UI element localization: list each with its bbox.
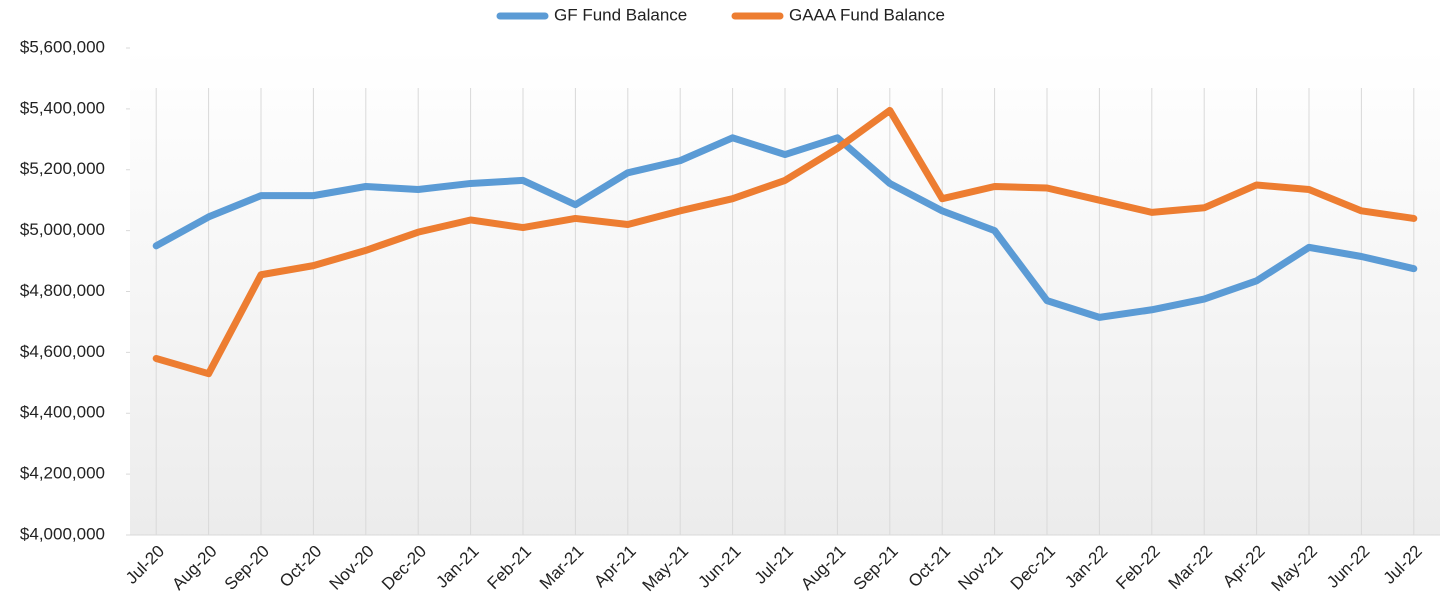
x-tick-label: Dec-20 — [378, 542, 430, 594]
legend-label: GF Fund Balance — [554, 5, 687, 24]
x-tick-label: Jun-22 — [1323, 542, 1373, 592]
x-tick-label: May-22 — [1267, 542, 1321, 596]
y-tick-label: $5,200,000 — [20, 159, 105, 178]
series-line — [152, 106, 1418, 378]
x-tick-label: Nov-21 — [954, 542, 1006, 594]
x-tick-label: Sep-20 — [221, 542, 273, 594]
x-tick-label: Apr-22 — [1219, 542, 1269, 592]
x-tick-label: Jun-21 — [694, 542, 744, 592]
y-tick-label: $4,600,000 — [20, 342, 105, 361]
x-tick-label: Aug-21 — [797, 542, 849, 594]
y-tick-label: $4,400,000 — [20, 403, 105, 422]
y-tick-label: $5,400,000 — [20, 98, 105, 117]
legend-label: GAAA Fund Balance — [789, 5, 945, 24]
x-tick-label: Jan-21 — [432, 542, 482, 592]
x-tick-label: Aug-20 — [168, 542, 220, 594]
x-tick-label: Sep-21 — [850, 542, 902, 594]
x-tick-label: Nov-20 — [326, 542, 378, 594]
x-tick-label: Apr-21 — [590, 542, 640, 592]
x-tick-label: Jul-21 — [751, 542, 797, 588]
y-tick-label: $5,000,000 — [20, 220, 105, 239]
y-tick-label: $4,200,000 — [20, 464, 105, 483]
x-tick-label: Jul-22 — [1380, 542, 1426, 588]
x-tick-label: May-21 — [639, 542, 693, 596]
x-tick-label: Dec-21 — [1007, 542, 1059, 594]
x-tick-label: Feb-21 — [483, 542, 535, 594]
x-tick-label: Oct-21 — [905, 542, 955, 592]
y-tick-label: $4,000,000 — [20, 524, 105, 543]
x-tick-label: Jul-20 — [122, 542, 168, 588]
y-tick-label: $4,800,000 — [20, 281, 105, 300]
y-tick-label: $5,600,000 — [20, 37, 105, 56]
x-tick-label: Mar-21 — [536, 542, 588, 594]
x-tick-label: Feb-22 — [1112, 542, 1164, 594]
x-tick-label: Oct-20 — [276, 542, 326, 592]
series-line — [152, 134, 1418, 321]
x-tick-label: Jan-22 — [1061, 542, 1111, 592]
x-tick-label: Mar-22 — [1165, 542, 1217, 594]
